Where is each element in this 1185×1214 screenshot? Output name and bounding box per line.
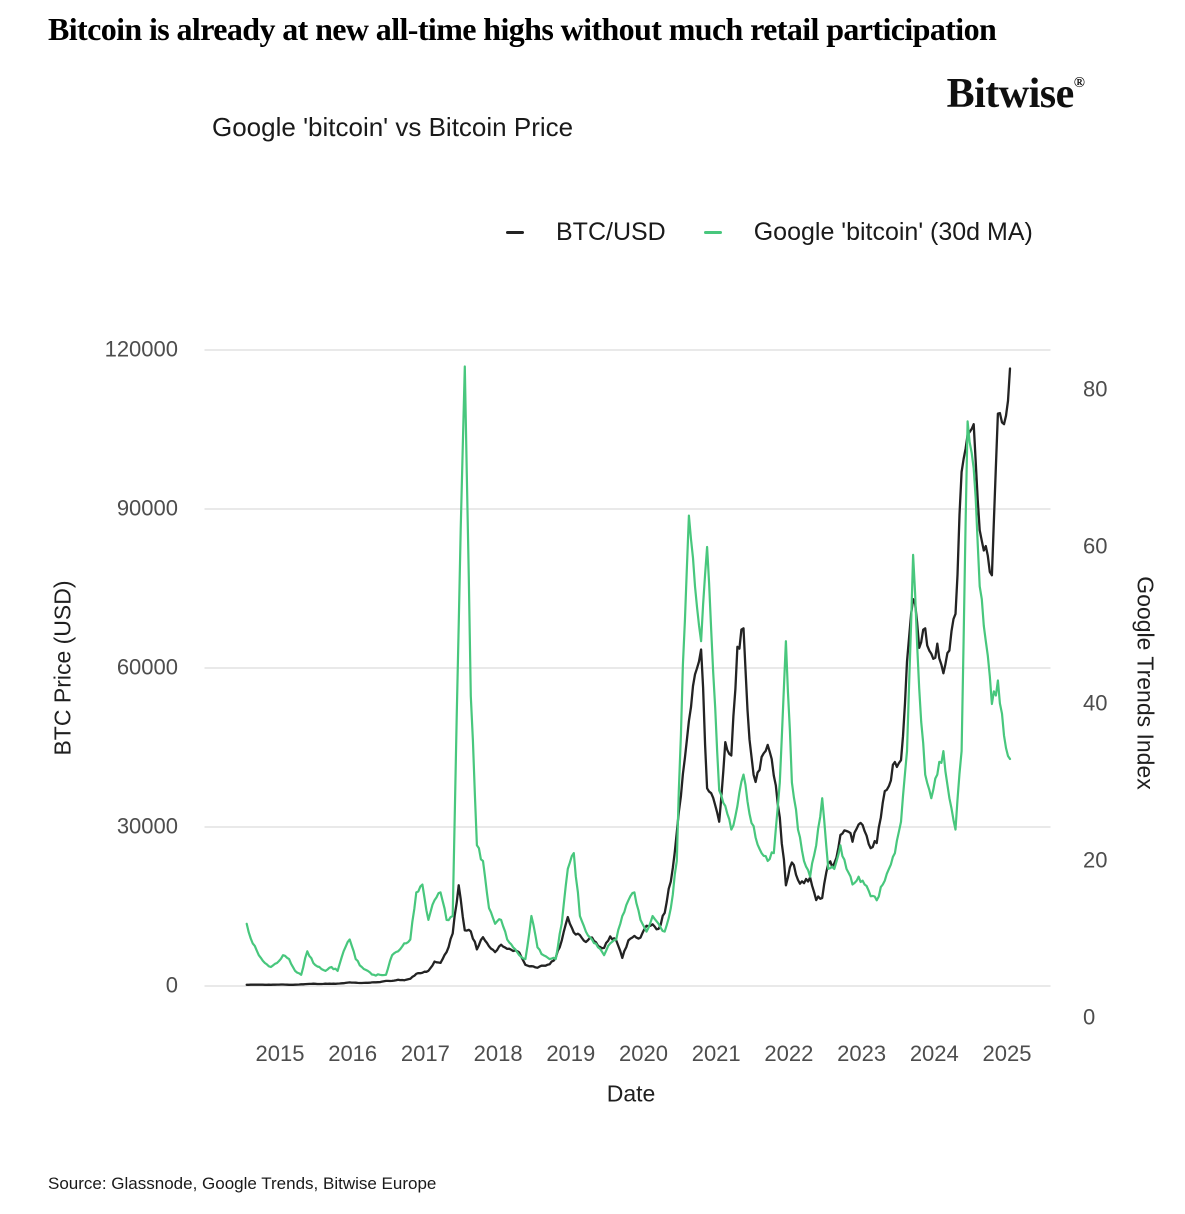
btc-line-marker-icon — [506, 231, 524, 234]
x-axis-tick: 2022 — [764, 1041, 814, 1066]
legend-item-trends: Google 'bitcoin' (30d MA) — [703, 218, 1033, 247]
google-trends-line — [245, 365, 1012, 977]
legend-label-trends: Google 'bitcoin' (30d MA) — [753, 218, 1033, 246]
x-axis-tick: 2025 — [982, 1041, 1032, 1066]
x-axis-tick: 2019 — [546, 1041, 596, 1066]
y-axis-right-tick: 60 — [1083, 533, 1108, 559]
source-note: Source: Glassnode, Google Trends, Bitwis… — [48, 1174, 437, 1193]
x-axis-title: Date — [606, 1080, 656, 1107]
legend-item-btc: BTC/USD — [506, 218, 666, 247]
left-axis-title: BTC Price (USD) — [49, 580, 76, 756]
y-axis-left-tick: 0 — [165, 972, 178, 998]
x-axis-tick: 2016 — [328, 1041, 378, 1066]
y-axis-left-tick: 30000 — [116, 813, 178, 839]
y-axis-right-tick: 20 — [1083, 847, 1108, 873]
y-axis-left-tick: 120000 — [104, 336, 178, 362]
y-axis-left-tick: 60000 — [116, 654, 178, 680]
registered-mark: ® — [1073, 75, 1085, 91]
legend-label-btc: BTC/USD — [556, 218, 666, 246]
chart-legend: BTC/USD Google 'bitcoin' (30d MA) — [506, 218, 1033, 247]
x-axis-tick: 2021 — [691, 1041, 741, 1066]
y-axis-right-tick: 40 — [1083, 690, 1108, 716]
y-axis-right-tick: 80 — [1083, 376, 1108, 402]
right-axis-title: Google Trends Index — [1132, 576, 1159, 790]
bitwise-logo-text: Bitwise — [946, 71, 1075, 117]
x-axis-tick: 2017 — [400, 1041, 450, 1066]
btc-usd-line — [245, 367, 1012, 986]
y-axis-right-tick: 0 — [1083, 1004, 1096, 1030]
x-axis-tick: 2023 — [837, 1041, 887, 1066]
x-axis-tick: 2024 — [909, 1041, 959, 1066]
chart-subtitle: Google 'bitcoin' vs Bitcoin Price — [212, 112, 574, 142]
y-axis-left-tick: 90000 — [116, 495, 178, 521]
x-axis-tick: 2018 — [473, 1041, 523, 1066]
page-title: Bitcoin is already at new all-time highs… — [48, 11, 997, 47]
trends-line-marker-icon — [703, 231, 722, 234]
x-axis-tick: 2020 — [619, 1041, 668, 1066]
x-axis-tick: 2015 — [255, 1041, 305, 1066]
bitwise-logo: Bitwise® — [947, 70, 1085, 118]
